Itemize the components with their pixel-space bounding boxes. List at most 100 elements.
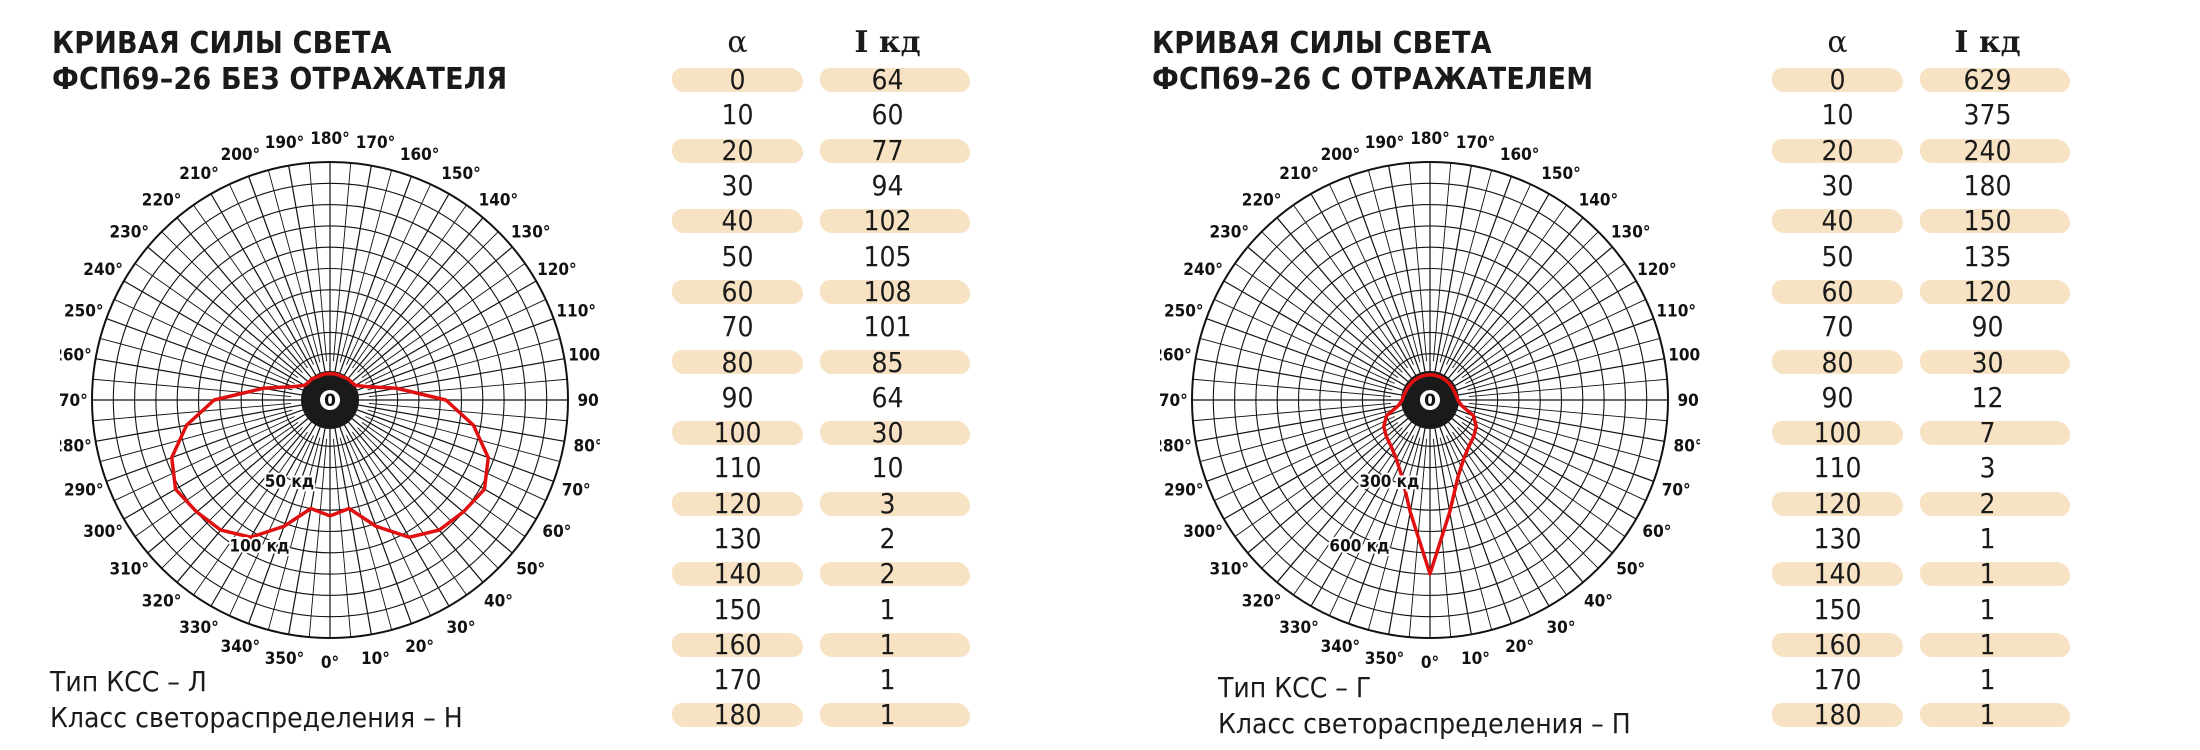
intensity-cell: 64 <box>871 380 904 414</box>
angle-tick-label: 270° <box>60 391 88 411</box>
row-highlight <box>672 703 803 728</box>
angle-tick-label: 240° <box>83 260 123 280</box>
grid-spoke <box>361 422 526 537</box>
angle-tick-label: 160° <box>400 145 440 165</box>
grid-spoke <box>1247 403 1426 554</box>
grid-spoke <box>1367 437 1421 631</box>
table-row: 180 1 <box>1770 697 2070 732</box>
angle-tick-label: 330° <box>1279 618 1319 638</box>
grid-spoke <box>176 217 327 396</box>
intensity-cell: 1 <box>1979 522 1996 555</box>
polar-diagram: 0 0° 10° 20° 30° 40°50° 60° 70° 80° 90° 100° 110° 12… <box>60 129 600 673</box>
grid-spoke <box>334 246 513 397</box>
grid-spoke <box>352 431 467 596</box>
angle-tick-label: 110° <box>1656 301 1696 321</box>
row-highlight <box>672 562 803 587</box>
angle-ticks: 0° 10° 20° 30° 40°50° 60° 70° 80° 90° 100° 110° 120… <box>60 129 600 673</box>
row-highlight <box>672 279 803 304</box>
grid-spoke <box>161 231 303 373</box>
grid-spoke <box>1439 169 1493 363</box>
angle-tick-label: 300° <box>83 522 123 542</box>
grid-spoke <box>1223 280 1426 398</box>
table-row: 40 102 <box>670 203 970 238</box>
alpha-cell: 70 <box>1821 310 1854 344</box>
grid-spoke <box>92 402 292 422</box>
angle-tick-label: 60° <box>542 522 571 542</box>
grid-spoke <box>1457 231 1599 373</box>
table-row: 40 150 <box>1770 203 2070 238</box>
table-row: 10 375 <box>1770 97 2070 132</box>
grid-spoke <box>1430 165 1472 395</box>
table-row: 0 629 <box>1770 62 2070 97</box>
intensity-cell: 60 <box>871 98 904 132</box>
grid-spoke <box>1367 169 1421 363</box>
panel-without-reflector: КРИВАЯ СИЛЫ СВЕТА ФСП69–26 БЕЗ ОТРАЖАТЕЛ… <box>50 25 970 734</box>
angle-tick-label: 270° <box>1160 391 1188 411</box>
grid-spoke <box>161 427 303 569</box>
grid-spoke <box>248 176 329 395</box>
table-row: 60 120 <box>1770 274 2070 309</box>
grid-spoke <box>1388 405 1430 635</box>
grid-spoke <box>95 400 325 442</box>
grid-spoke <box>123 280 326 398</box>
angle-tick-label: 350° <box>265 649 305 669</box>
angle-tick-label: 340° <box>221 637 261 657</box>
table-row: 110 10 <box>670 450 970 485</box>
grid-spoke <box>114 416 295 501</box>
table-row: 140 1 <box>1770 556 2070 591</box>
grid-spoke <box>288 165 330 395</box>
polar-grid: 0 <box>1191 161 1669 639</box>
angle-tick-label: 50° <box>1616 559 1645 579</box>
angle-tick-label: 160° <box>1500 145 1540 165</box>
grid-spoke <box>308 438 328 638</box>
intensity-cell: 3 <box>879 486 896 520</box>
table-row: 70 90 <box>1770 309 2070 344</box>
angle-tick-label: 200° <box>221 145 261 165</box>
table-row: 30 94 <box>670 168 970 203</box>
grid-spoke <box>357 231 499 373</box>
ksstype-label: Тип КСС – Г <box>1218 671 1372 704</box>
grid-spoke <box>1452 431 1567 596</box>
grid-spoke <box>331 405 412 624</box>
center-label: 0 <box>1424 391 1436 411</box>
alpha-cell: 90 <box>1821 380 1854 414</box>
grid-spoke <box>1293 431 1408 596</box>
alpha-cell: 170 <box>1813 663 1862 697</box>
alpha-cell: 160 <box>713 627 762 661</box>
table-row: 100 30 <box>670 415 970 450</box>
alpha-cell: 50 <box>721 239 754 273</box>
angle-tick-label: 50° <box>516 559 545 579</box>
row-highlight <box>820 209 970 234</box>
angle-tick-label: 210° <box>179 164 219 184</box>
grid-spoke <box>333 404 484 583</box>
angle-tick-label: 190° <box>1365 133 1405 153</box>
angle-tick-label: 230° <box>1210 223 1250 243</box>
grid-spoke <box>1439 437 1493 631</box>
grid-spoke <box>1433 404 1584 583</box>
grid-spoke <box>346 435 431 616</box>
grid-spoke <box>1214 416 1395 501</box>
scale-label: 600 кд <box>1329 536 1389 556</box>
grid-spoke <box>1465 299 1646 384</box>
angle-tick-label: 260° <box>1160 346 1192 366</box>
angle-tick-label: 70° <box>562 481 591 501</box>
grid-spoke <box>1433 217 1584 396</box>
scale-label: 300 кд <box>1359 472 1419 492</box>
grid-spoke <box>1431 405 1512 624</box>
angle-tick-label: 290° <box>64 481 104 501</box>
intensity-cell: 629 <box>1963 63 2012 97</box>
grid-spoke <box>92 378 292 398</box>
angle-tick-label: 30° <box>1547 618 1576 638</box>
intensity-cell: 1 <box>1979 557 1996 591</box>
angle-tick-label: 230° <box>110 223 150 243</box>
grid-spoke <box>1214 299 1395 384</box>
intensity-cell: 1 <box>879 698 896 732</box>
table-row: 120 2 <box>1770 486 2070 521</box>
alpha-cell: 20 <box>721 133 754 167</box>
table-row: 150 1 <box>1770 591 2070 626</box>
table-row: 10 60 <box>670 97 970 132</box>
row-highlight <box>1920 491 2070 516</box>
panel-with-reflector: КРИВАЯ СИЛЫ СВЕТА ФСП69–26 С ОТРАЖАТЕЛЕМ… <box>1100 0 2200 750</box>
intensity-cell: 7 <box>1979 416 1996 450</box>
grid-spoke <box>1388 165 1430 395</box>
